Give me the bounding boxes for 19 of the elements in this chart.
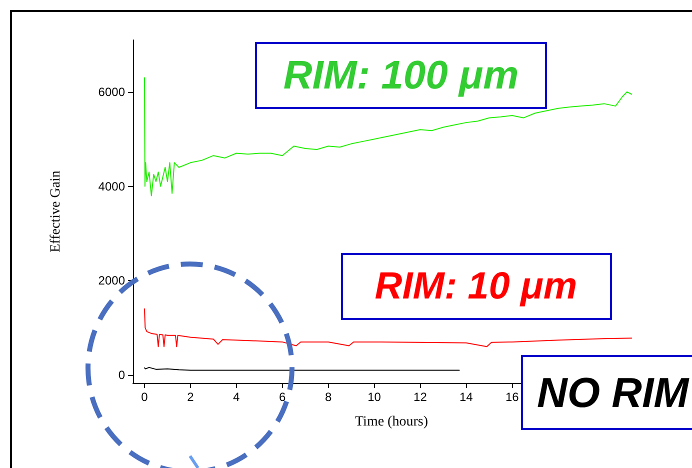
- annotation: RIM: 10 μm: [374, 266, 578, 308]
- annotation: RIM: 100 μm: [283, 54, 519, 98]
- y-tick-label: 0: [118, 368, 126, 382]
- annotation: NO RIM: [537, 369, 690, 416]
- x-tick-label: 14: [460, 390, 474, 404]
- y-tick-label: 6000: [98, 84, 126, 99]
- x-tick-label: 12: [414, 390, 428, 404]
- y-tick-label: 4000: [98, 179, 126, 194]
- x-tick-label: 10: [368, 390, 382, 404]
- x-tick-label: 8: [324, 390, 332, 404]
- y-axis-title: Effective Gain: [48, 170, 64, 252]
- x-tick-label: 4: [233, 390, 240, 404]
- line-series: [144, 308, 632, 348]
- x-tick-label: 0: [141, 390, 148, 404]
- x-tick-label: 2: [187, 390, 194, 404]
- x-axis-title: Time (hours): [355, 414, 428, 430]
- x-tick-label: 16: [505, 390, 520, 404]
- y-tick-label: 2000: [98, 274, 126, 288]
- x-tick-label: 6: [279, 390, 286, 404]
